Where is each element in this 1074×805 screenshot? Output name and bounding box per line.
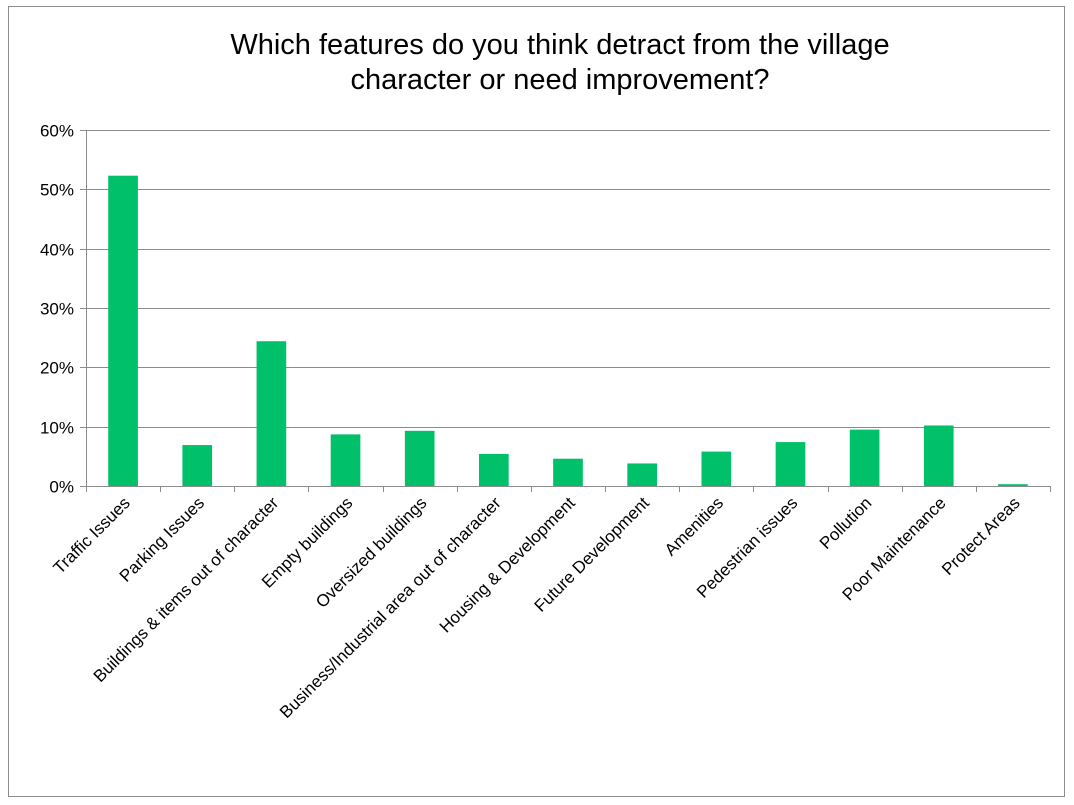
x-tick-label: Traffic Issues xyxy=(50,493,134,577)
bar xyxy=(330,434,361,486)
bar xyxy=(849,429,880,486)
y-tick-label: 10% xyxy=(40,419,74,438)
bar xyxy=(627,463,657,486)
bar xyxy=(404,430,435,486)
y-tick-label: 30% xyxy=(40,300,74,319)
y-tick-label: 40% xyxy=(40,241,74,260)
bar xyxy=(998,484,1028,486)
y-tick-labels: 0% 10% 20% 30% 40% 50% 60% xyxy=(40,122,74,497)
bar xyxy=(108,175,138,487)
x-tick-label: Housing & Development xyxy=(436,493,579,636)
bar xyxy=(701,451,732,486)
chart-frame xyxy=(8,6,1065,797)
chart-title: Which features do you think detract from… xyxy=(230,29,890,96)
bar xyxy=(256,341,287,486)
x-tick-label: Amenities xyxy=(661,493,727,559)
bar xyxy=(553,458,583,486)
bar xyxy=(923,425,954,486)
gridlines xyxy=(86,130,1050,428)
bar xyxy=(182,445,213,486)
y-tick-label: 60% xyxy=(40,122,74,141)
x-tick-label: Pollution xyxy=(816,493,876,553)
axes xyxy=(80,130,1051,492)
y-tick-label: 0% xyxy=(49,478,74,497)
y-tick-label: 20% xyxy=(40,359,74,378)
bar xyxy=(479,453,509,486)
bars xyxy=(108,175,1028,487)
y-tick-label: 50% xyxy=(40,181,74,200)
x-tick-label: Protect Areas xyxy=(938,493,1024,579)
bar xyxy=(775,442,806,486)
